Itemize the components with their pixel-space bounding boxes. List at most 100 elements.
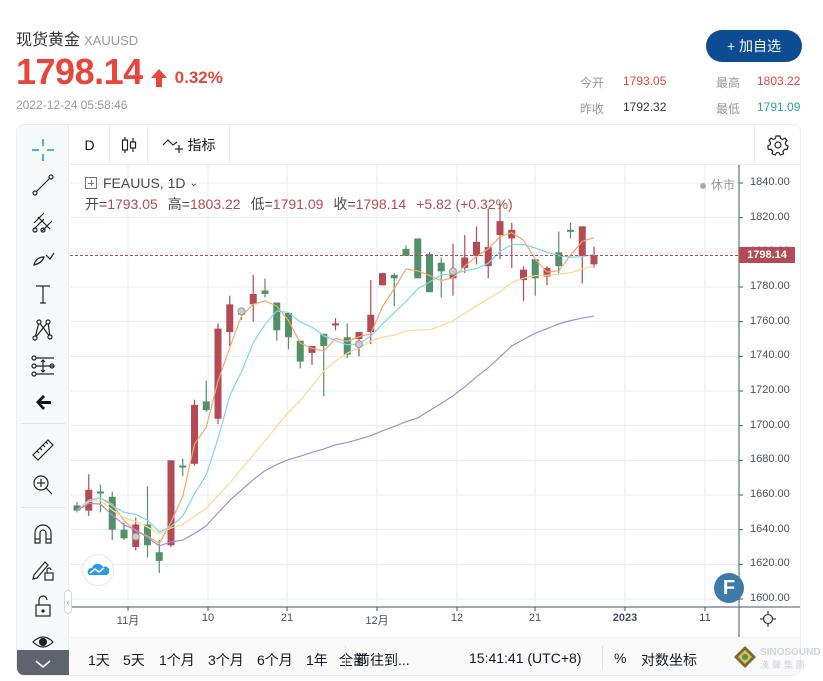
price-tick-label: 1780.00: [750, 280, 790, 292]
change-percent: 0.32%: [174, 68, 223, 87]
axis-settings-button[interactable]: [759, 610, 779, 630]
price-tick-label: 1600.00: [750, 592, 790, 604]
zoom-in-tool[interactable]: [17, 468, 69, 502]
sun-gear-icon: [760, 611, 776, 627]
high-value: 1803.22: [189, 196, 241, 212]
brush-tool[interactable]: [17, 241, 69, 275]
open-value: 1793.05: [107, 196, 158, 212]
chart-type-button[interactable]: [110, 125, 148, 165]
instrument-name: 现货黄金: [16, 32, 81, 49]
svg-text:漢 聲 集 團: 漢 聲 集 團: [760, 659, 805, 671]
ruler-icon: [32, 439, 54, 461]
gear-icon: [766, 135, 789, 156]
chart-top-toolbar: D 指标: [70, 125, 800, 165]
log-scale-toggle[interactable]: 对数坐标: [641, 652, 697, 668]
price-row: 1798.14 0.32%: [16, 52, 223, 92]
range-button-2[interactable]: 1个月: [159, 652, 195, 668]
add-to-watchlist-button[interactable]: + 加自选: [706, 30, 802, 62]
brush-icon: [33, 252, 55, 266]
lock-drawings-tool[interactable]: [17, 553, 69, 587]
price-tick-label: 1680.00: [750, 453, 790, 466]
timestamp: 2022-12-24 05:58:46: [16, 98, 128, 112]
time-tick-label: 12: [450, 612, 464, 624]
price-chart[interactable]: [17, 125, 801, 676]
range-button-4[interactable]: 6个月: [257, 652, 293, 668]
price-tick-label: 1840.00: [750, 176, 790, 188]
settings-button[interactable]: [754, 125, 800, 165]
low-label: 低=: [250, 196, 273, 212]
trend-line-icon: [32, 174, 54, 196]
percent-scale-toggle[interactable]: %: [614, 650, 627, 666]
time-tick-label: 21: [280, 612, 294, 624]
text-icon: [36, 285, 50, 304]
prev-close-value: 1792.32: [623, 100, 667, 114]
price-tick-label: 1660.00: [750, 488, 790, 500]
goto-date-button[interactable]: 前往到...: [356, 652, 410, 668]
prev-close-label: 昨收: [580, 102, 605, 116]
instrument-symbol: XAUUSD: [84, 33, 139, 48]
indicators-button[interactable]: 指标: [148, 125, 230, 165]
trend-line-tool[interactable]: [17, 168, 69, 202]
price-tick-label: 1700.00: [750, 418, 790, 431]
crosshair-icon: [32, 139, 54, 161]
cloud-logo-icon: [82, 554, 114, 586]
range-button-5[interactable]: 1年: [306, 652, 328, 668]
lock-tool[interactable]: [17, 589, 69, 623]
collapse-toolbar-button[interactable]: [17, 650, 69, 675]
text-tool[interactable]: [17, 277, 69, 311]
lock-drawing-icon: [32, 561, 54, 581]
range-button-1[interactable]: 5天: [123, 652, 145, 668]
pitchfork-tool[interactable]: [17, 205, 69, 239]
high-value: 1803.22: [757, 74, 801, 88]
sinosound-watermark: SINOSOUND 漢 聲 集 團: [730, 640, 821, 676]
low-label: 最低: [716, 102, 741, 116]
interval-button[interactable]: D: [70, 125, 110, 165]
time-tick-label: 11月: [116, 615, 140, 627]
indicators-icon: [162, 139, 183, 153]
timezone-clock[interactable]: 15:41:41 (UTC+8): [469, 650, 582, 666]
change-value: +5.82 (+0.32%): [416, 196, 513, 212]
high-label: 最高: [716, 76, 741, 90]
drawing-toolbar: [17, 125, 69, 675]
price-tick-label: 1720.00: [750, 384, 790, 396]
price-tick-label: 1820.00: [750, 210, 790, 223]
svg-text:SINOSOUND: SINOSOUND: [760, 647, 820, 658]
range-button-0[interactable]: 1天: [88, 652, 110, 668]
toolbar-divider: [21, 423, 65, 424]
open-label: 今开: [580, 76, 605, 90]
visibility-tool[interactable]: [17, 625, 69, 659]
crosshair-tool[interactable]: [17, 133, 69, 167]
back-tool[interactable]: [17, 385, 69, 419]
f-logo-icon: F: [714, 573, 744, 603]
range-button-3[interactable]: 3个月: [208, 652, 244, 668]
pattern-tool[interactable]: [17, 313, 69, 347]
time-tick-label: 21: [528, 612, 542, 624]
candlestick-icon: [121, 137, 136, 153]
series-name: FEAUUS, 1D: [103, 175, 186, 191]
current-price: 1798.14: [16, 51, 143, 92]
indicators-label: 指标: [187, 137, 216, 153]
magnet-tool[interactable]: [17, 517, 69, 551]
expand-icon[interactable]: [85, 177, 97, 189]
back-arrow-icon: [36, 395, 51, 410]
ruler-tool[interactable]: [17, 433, 69, 467]
price-tick-label: 1740.00: [750, 349, 790, 362]
high-label: 高=: [167, 196, 190, 212]
market-status: 休市: [700, 176, 735, 193]
chevron-down-icon[interactable]: ⌄: [189, 177, 198, 189]
collapse-handle[interactable]: ‹: [64, 590, 72, 614]
chevron-down-icon: [35, 659, 51, 668]
chart-bottom-toolbar: 1天 5天 1个月 3个月 6个月 1年 全部 前往到... 15:41:41 (UTC+8…: [70, 637, 800, 675]
toolbar-divider: [602, 646, 603, 670]
pitchfork-icon: [32, 212, 53, 233]
low-value: 1791.09: [757, 100, 801, 114]
open-label: 开=: [85, 196, 108, 212]
range-button-6[interactable]: 全部: [339, 652, 367, 668]
series-legend[interactable]: FEAUUS, 1D ⌄: [85, 175, 198, 191]
time-tick-label: 10: [201, 612, 215, 624]
pattern-icon: [32, 319, 53, 341]
projection-tool[interactable]: [17, 349, 69, 383]
close-label: 收=: [333, 196, 356, 212]
time-tick-label: 11: [699, 612, 711, 624]
price-tick-label: 1640.00: [750, 522, 790, 535]
